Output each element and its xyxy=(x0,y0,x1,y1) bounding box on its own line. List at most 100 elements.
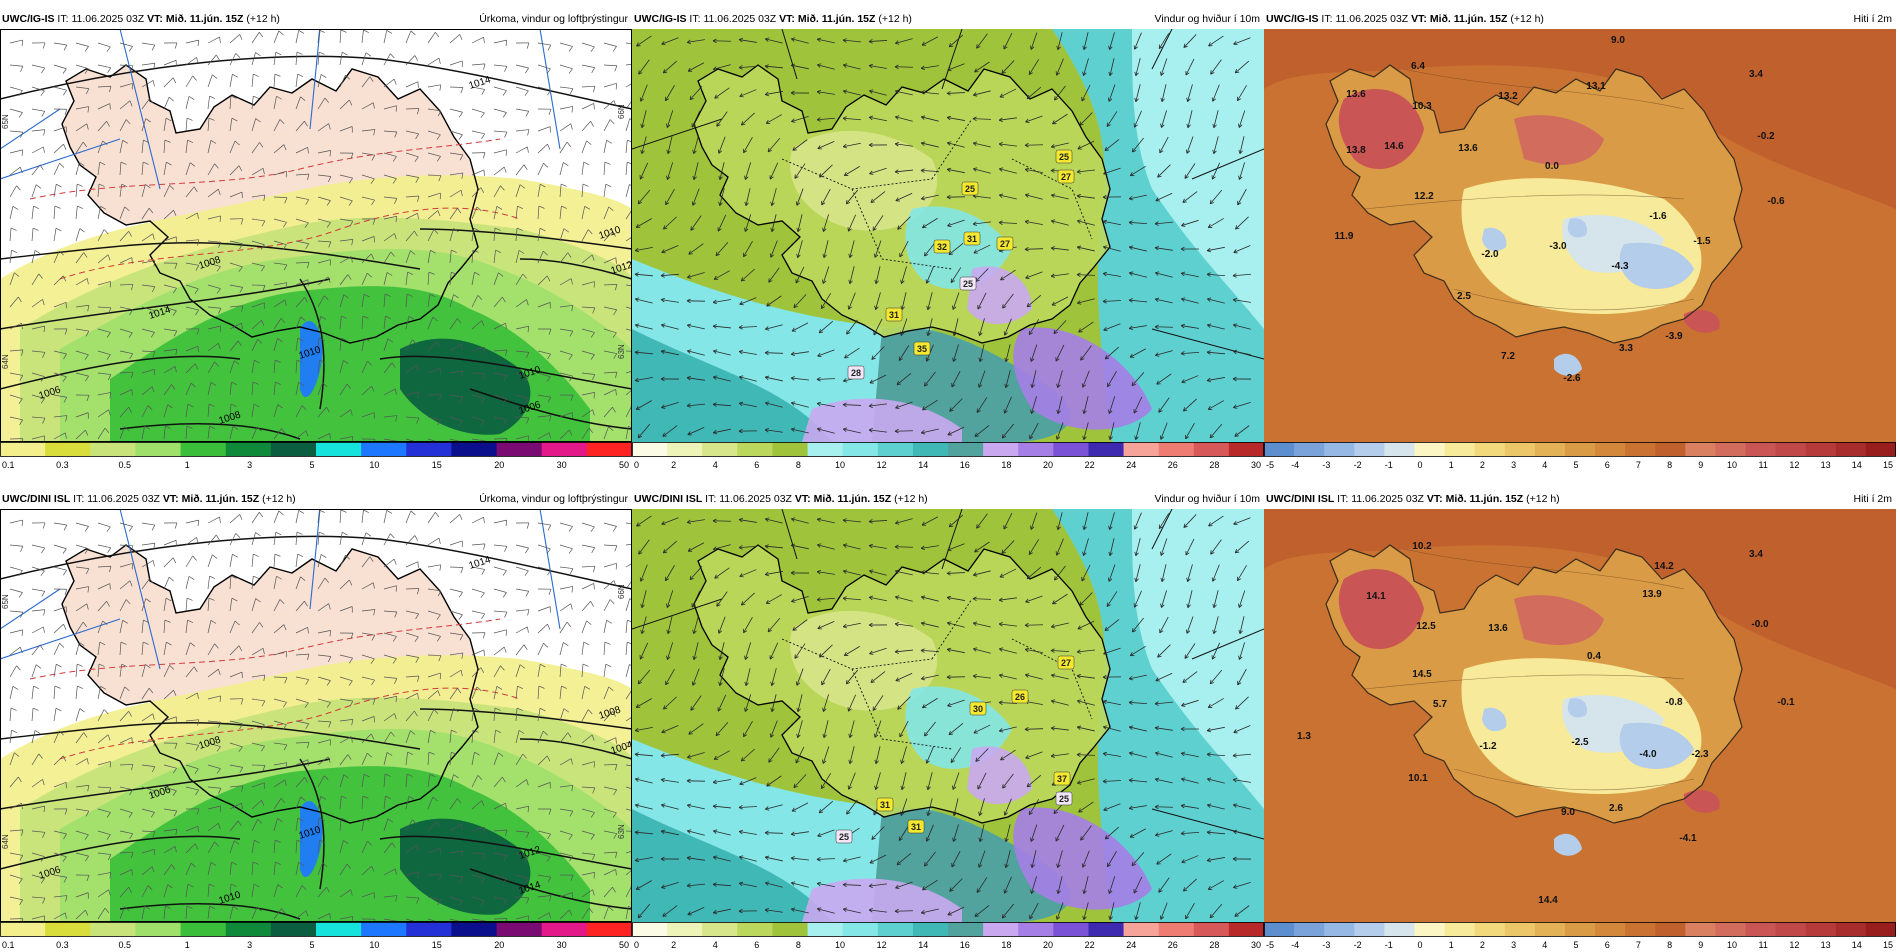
colorbar-tick-label: -2 xyxy=(1354,460,1362,470)
temperature-value: 2.6 xyxy=(1609,803,1623,814)
colorbar-swatch xyxy=(1475,442,1506,456)
colorbar-tick-label: 0 xyxy=(634,940,639,950)
colorbar-tick-label: 13 xyxy=(1821,460,1831,470)
colorbar-tick-label: 11 xyxy=(1759,460,1768,470)
colorbar-tick-label: 7 xyxy=(1636,460,1641,470)
temperature-value: 13.6 xyxy=(1346,89,1366,100)
temperature-value: 14.4 xyxy=(1538,895,1558,906)
init-time: 11.06.2025 03Z xyxy=(87,493,160,505)
panel-dini-wind: UWC/DINI ISL IT: 11.06.2025 03Z VT: Mið.… xyxy=(632,490,1264,952)
colorbar-tick-label: 4 xyxy=(713,940,718,950)
colorbar-swatch xyxy=(1053,922,1089,936)
colorbar-swatch xyxy=(913,922,949,936)
temperature-value: -2.6 xyxy=(1563,373,1581,384)
colorbar-swatch xyxy=(542,442,588,456)
colorbar-swatch xyxy=(406,442,452,456)
colorbar-swatch xyxy=(1625,442,1656,456)
colorbar-tick-label: -3 xyxy=(1322,940,1330,950)
temperature-value: -4.1 xyxy=(1679,833,1697,844)
colorbar-swatch xyxy=(1159,922,1195,936)
colorbar-swatch xyxy=(45,922,91,936)
gust-value: 26 xyxy=(1015,692,1025,702)
temperature-value: 13.6 xyxy=(1488,623,1508,634)
colorbar-swatch xyxy=(1595,922,1626,936)
gust-value: 27 xyxy=(1061,658,1071,668)
colorbar-tick-label: -1 xyxy=(1385,940,1393,950)
panel-header: UWC/DINI ISL IT: 11.06.2025 03Z VT: Mið.… xyxy=(0,490,632,509)
colorbar-tick-label: 8 xyxy=(1667,460,1672,470)
colorbar-tick-label: 6 xyxy=(754,940,759,950)
colorbar-swatch xyxy=(497,442,543,456)
colorbar-swatch xyxy=(1505,442,1536,456)
colorbar-swatch xyxy=(1018,922,1054,936)
temperature-value: 3.3 xyxy=(1619,343,1633,354)
lead-time: (+12 h) xyxy=(894,493,928,505)
latitude-label: 66N xyxy=(617,104,626,119)
it-label: IT: xyxy=(689,13,700,25)
colorbar-tick-label: 0.5 xyxy=(119,940,132,950)
gust-value: 27 xyxy=(1061,172,1071,182)
vt-label: VT: xyxy=(1411,13,1427,25)
colorbar-tick-label: 3 xyxy=(247,460,252,470)
panel-header: UWC/IG-IS IT: 11.06.2025 03Z VT: Mið. 11… xyxy=(1264,10,1896,29)
colorbar-swatch xyxy=(772,922,808,936)
colorbar-tick-label: 12 xyxy=(1789,460,1799,470)
model-name: UWC/DINI ISL xyxy=(2,493,70,505)
colorbar-swatch xyxy=(1505,922,1536,936)
temperature-value: 3.4 xyxy=(1749,69,1763,80)
colorbar-tick-label: 4 xyxy=(1542,460,1547,470)
colorbar-tick-label: 12 xyxy=(877,940,887,950)
colorbar-swatch xyxy=(1685,922,1716,936)
temperature-value: 10.1 xyxy=(1408,773,1428,784)
colorbar-swatch xyxy=(1715,442,1746,456)
temperature-value: -0.8 xyxy=(1665,697,1683,708)
colorbar-swatch xyxy=(1445,442,1476,456)
colorbar-tick-label: 1 xyxy=(185,940,190,950)
temperature-value: 9.0 xyxy=(1611,35,1625,46)
colorbar-tick-label: -4 xyxy=(1291,940,1299,950)
colorbar-tick-label: 2 xyxy=(1480,940,1485,950)
it-label: IT: xyxy=(705,493,716,505)
valid-time: Mið. 11.jún. 15Z xyxy=(1446,493,1524,505)
temperature-value: 3.4 xyxy=(1749,549,1763,560)
colorbar-swatch xyxy=(1866,922,1896,936)
colorbar-tick-label: -2 xyxy=(1354,940,1362,950)
colorbar-swatch xyxy=(90,922,136,936)
temperature-value: -2.5 xyxy=(1571,737,1589,748)
colorbar-tick-label: -4 xyxy=(1291,460,1299,470)
colorbar-tick-label: 20 xyxy=(494,460,504,470)
panel-title: Hiti í 2m xyxy=(1853,10,1892,29)
colorbar-swatch xyxy=(587,442,632,456)
colorbar-swatch xyxy=(1194,442,1230,456)
colorbar-tick-label: 10 xyxy=(369,940,379,950)
panel-title: Úrkoma, vindur og loftþrýstingur xyxy=(479,490,628,509)
colorbar-tick-label: 16 xyxy=(960,940,970,950)
panel-header: UWC/IG-IS IT: 11.06.2025 03Z VT: Mið. 11… xyxy=(0,10,632,29)
colorbar-tick-label: 1 xyxy=(185,460,190,470)
colorbar-swatch xyxy=(451,922,497,936)
colorbar-swatch xyxy=(181,442,227,456)
vt-label: VT: xyxy=(795,493,811,505)
colorbar-swatch xyxy=(1806,922,1837,936)
colorbar-swatch xyxy=(135,442,181,456)
colorbar-swatch xyxy=(316,442,362,456)
colorbar-swatch xyxy=(737,442,773,456)
colorbar-swatch xyxy=(1746,922,1777,936)
colorbar-tick-label: 0 xyxy=(634,460,639,470)
lead-time: (+12 h) xyxy=(878,13,912,25)
colorbar-swatch xyxy=(1836,922,1867,936)
colorbar-swatch xyxy=(983,442,1019,456)
colorbar-tick-label: 6 xyxy=(1605,460,1610,470)
colorbar-swatch xyxy=(1229,922,1264,936)
colorbar-swatch xyxy=(1264,442,1295,456)
colorbar-swatch xyxy=(1324,922,1355,936)
init-time: 11.06.2025 03Z xyxy=(719,493,792,505)
colorbar-swatch xyxy=(843,922,879,936)
colorbar-tick-label: 1 xyxy=(1449,940,1454,950)
colorbar-swatch xyxy=(1836,442,1867,456)
temperature-value: 9.0 xyxy=(1561,807,1575,818)
model-name: UWC/IG-IS xyxy=(1266,13,1319,25)
